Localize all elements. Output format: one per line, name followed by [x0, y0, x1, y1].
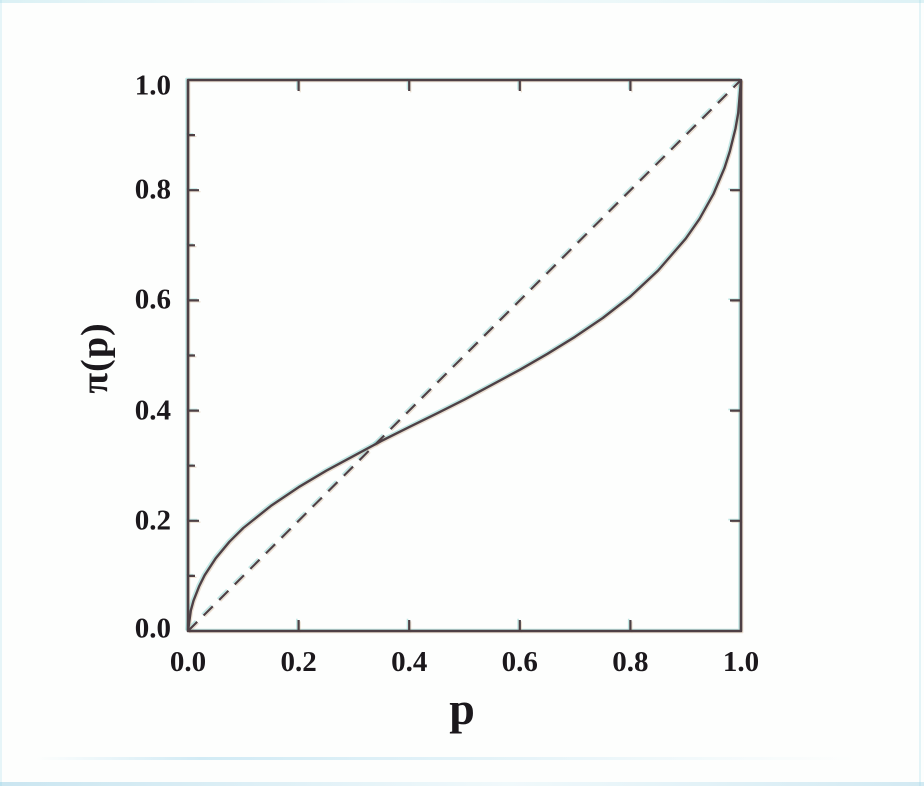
scan-fringe-layer — [185, 77, 744, 634]
identity-diagonal-dashed-line-fringe-warm — [189, 80, 743, 633]
y-tick-label-0.2: 0.2 — [134, 504, 171, 537]
y-tick-label-0.6: 0.6 — [134, 283, 171, 316]
axis-tick-marks-fringe-warm — [189, 81, 743, 633]
weighting-function-curve-fringe-warm — [188, 81, 744, 633]
x-tick-label-0.0: 0.0 — [169, 646, 207, 678]
x-tick-label-0.2: 0.2 — [280, 646, 317, 678]
y-tick-label-1.0: 1.0 — [134, 69, 171, 102]
x-axis-title: p — [449, 683, 475, 734]
plot-box-spines — [186, 78, 743, 633]
x-tick-label-0.8: 0.8 — [612, 646, 649, 678]
data-series-layer — [186, 79, 743, 632]
y-tick-label-0.8: 0.8 — [134, 173, 171, 206]
weighting-function-curve-fringe-cyan — [185, 78, 741, 630]
axes-layer — [186, 78, 743, 633]
y-tick-label-0.0: 0.0 — [134, 612, 171, 645]
axis-tick-marks — [188, 80, 741, 631]
plot-box-spines-fringe-warm — [188, 80, 744, 634]
axis-tick-marks-fringe-cyan — [186, 78, 740, 630]
y-tick-label-0.4: 0.4 — [134, 394, 171, 427]
x-tick-label-1.0: 1.0 — [722, 646, 760, 678]
y-axis-title: π(p) — [74, 322, 116, 394]
weighting-function-curve — [186, 79, 743, 632]
identity-diagonal-dashed-line-fringe-cyan — [185, 78, 740, 631]
x-tick-label-0.4: 0.4 — [391, 646, 428, 678]
identity-diagonal-dashed-line — [187, 79, 742, 632]
x-tick-label-0.6: 0.6 — [501, 646, 538, 678]
